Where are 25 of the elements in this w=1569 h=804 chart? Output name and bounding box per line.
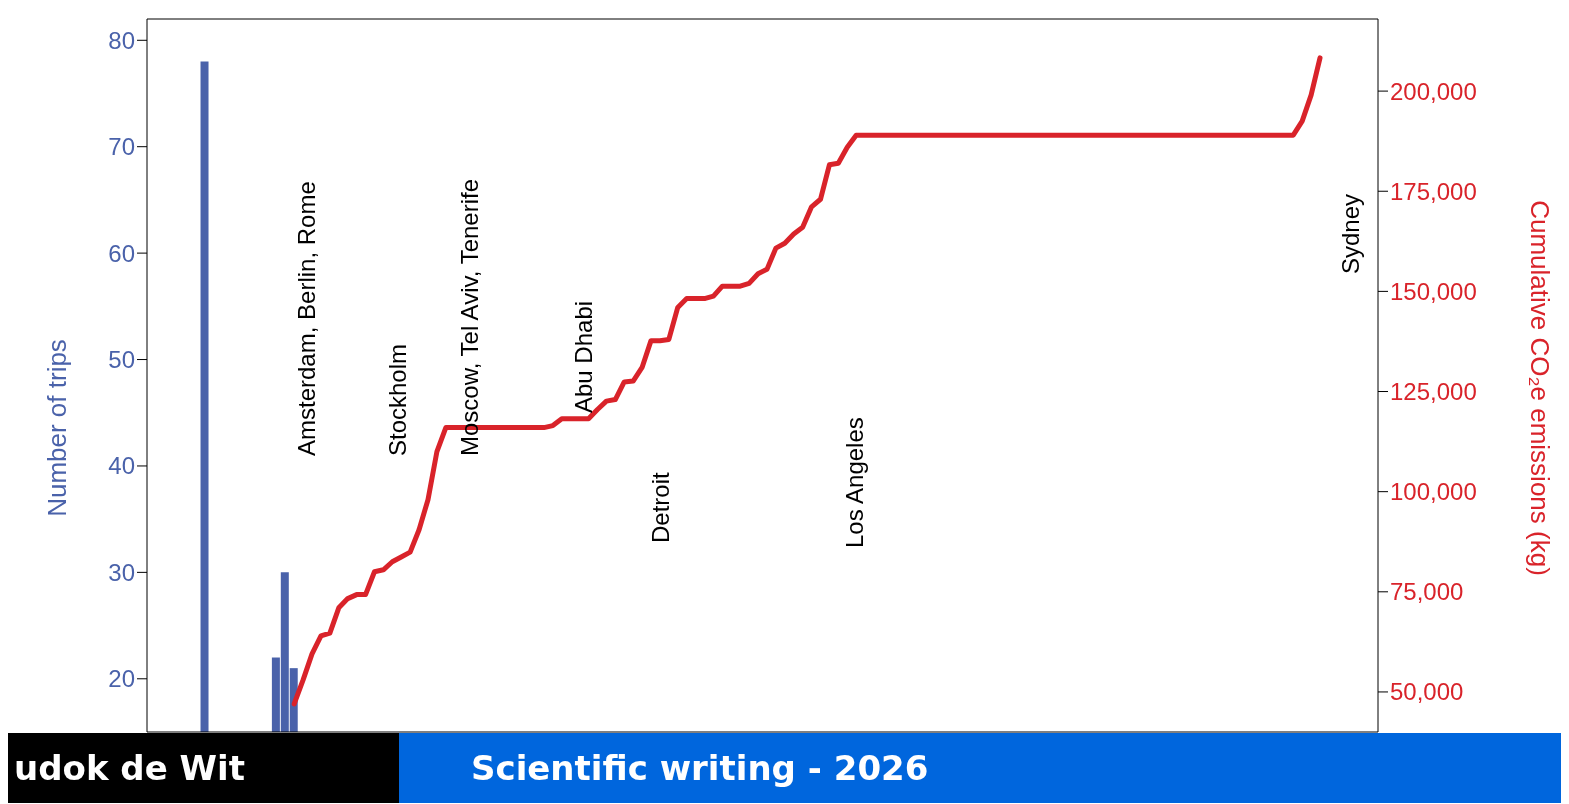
- annotation: Stockholm: [383, 343, 411, 456]
- footer-panel-wide: Scientific writing - 2026: [399, 733, 1561, 803]
- y-axis-title: Number of trips: [42, 339, 72, 517]
- y2-tick-label: 100,000: [1390, 478, 1477, 506]
- y-tick-label: 30: [108, 558, 135, 586]
- y-tick-label: 40: [108, 452, 135, 480]
- y-tick-label: 20: [108, 665, 135, 693]
- y-tick-label: 60: [108, 239, 135, 267]
- y-tick-label: 50: [108, 346, 135, 374]
- annotation: Detroit: [646, 471, 674, 543]
- y2-tick-label: 150,000: [1390, 277, 1477, 305]
- annotation: Abu Dhabi: [569, 300, 597, 413]
- y2-axis-title: Cumulative CO₂e emissions (kg): [1525, 200, 1555, 576]
- y2-tick-label: 175,000: [1390, 177, 1477, 205]
- y2-tick-label: 75,000: [1390, 578, 1464, 606]
- annotation: Sydney: [1336, 193, 1364, 274]
- y-tick-label: 70: [108, 133, 135, 161]
- y2-tick-label: 50,000: [1390, 678, 1464, 706]
- annotation: Amsterdam, Berlin, Rome: [292, 181, 320, 456]
- footer-panel: udok de Wit: [8, 733, 399, 803]
- annotation: Moscow, Tel Aviv, Tenerife: [455, 178, 483, 456]
- y-tick-label: 80: [108, 26, 135, 54]
- y2-tick-label: 125,000: [1390, 378, 1477, 406]
- annotation: Los Angeles: [840, 417, 868, 548]
- y2-tick-label: 200,000: [1390, 77, 1477, 105]
